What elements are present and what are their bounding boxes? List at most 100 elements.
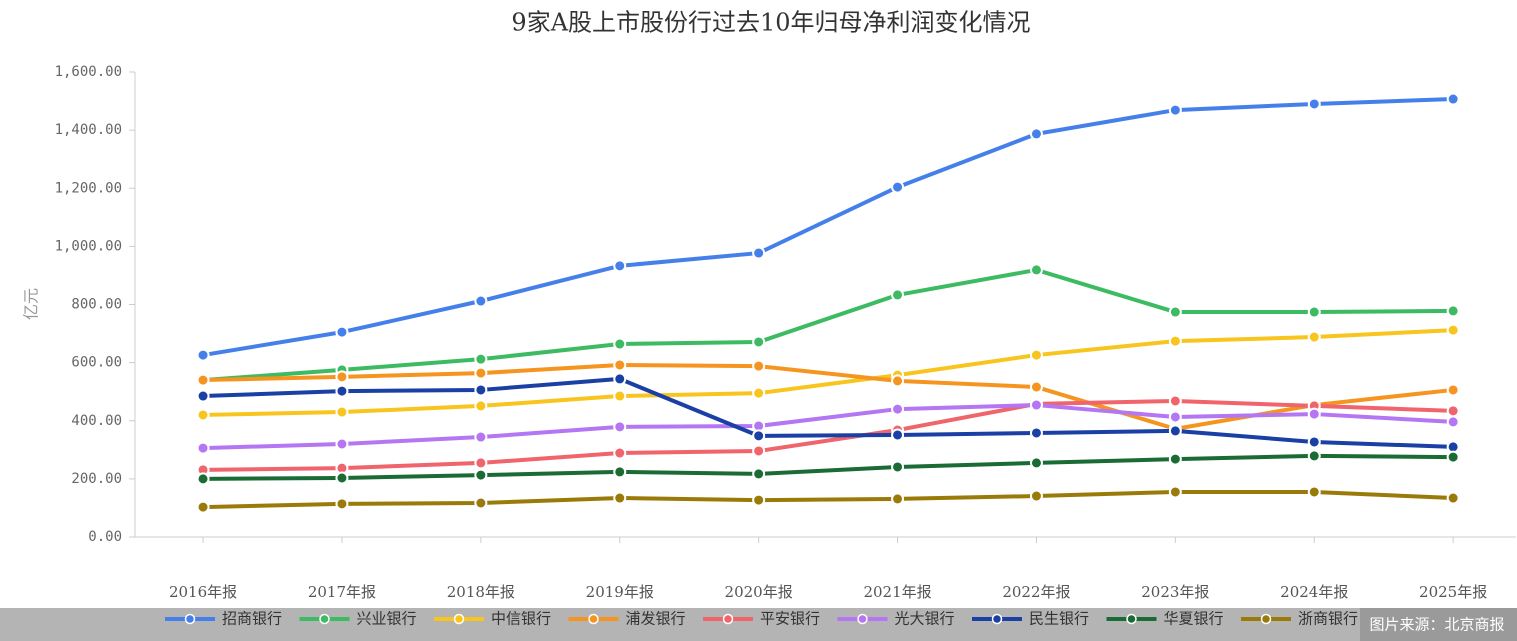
data-point — [1168, 394, 1182, 408]
data-point — [891, 374, 905, 388]
data-point — [335, 370, 349, 384]
data-point — [1446, 491, 1460, 505]
legend-bar — [0, 608, 1517, 641]
legend-dot — [991, 613, 1003, 625]
x-tick-label: 2016年报 — [169, 583, 237, 601]
data-point — [613, 372, 627, 386]
data-point — [1307, 449, 1321, 463]
data-point — [1168, 334, 1182, 348]
data-point — [474, 468, 488, 482]
x-tick-label: 2023年报 — [1141, 583, 1209, 601]
legend-dot — [1126, 613, 1137, 625]
data-point — [474, 399, 488, 413]
data-point — [613, 465, 627, 479]
data-point — [891, 402, 905, 416]
series-line — [202, 97, 1454, 358]
data-point — [196, 441, 210, 455]
y-tick-label: 400.00 — [71, 413, 122, 429]
legend-dot — [1260, 613, 1272, 625]
data-point — [1168, 410, 1182, 424]
data-point — [1168, 103, 1182, 117]
data-point — [752, 335, 766, 349]
series-line — [202, 376, 1454, 449]
data-point — [1168, 305, 1182, 319]
x-tick-label: 2025年报 — [1419, 583, 1487, 601]
data-point — [335, 437, 349, 451]
data-point — [335, 384, 349, 398]
data-point — [1446, 304, 1460, 318]
data-point — [196, 408, 210, 422]
data-point — [1029, 489, 1043, 503]
data-point — [613, 389, 627, 403]
data-point — [335, 325, 349, 339]
y-tick-label: 1,000.00 — [55, 238, 122, 254]
data-point — [891, 428, 905, 442]
x-tick-label: 2022年报 — [1002, 583, 1070, 601]
data-point — [1446, 415, 1460, 429]
data-point — [1029, 127, 1043, 141]
data-point — [335, 497, 349, 511]
legend-label: 光大银行 — [895, 610, 955, 628]
x-tick-label: 2019年报 — [586, 583, 654, 601]
data-point — [1029, 426, 1043, 440]
data-point — [613, 491, 627, 505]
data-point — [196, 500, 210, 514]
data-point — [1029, 398, 1043, 412]
data-point — [1029, 456, 1043, 470]
data-point — [474, 456, 488, 470]
data-point — [752, 429, 766, 443]
x-tick-label: 2024年报 — [1280, 583, 1348, 601]
data-point — [1446, 323, 1460, 337]
data-point — [474, 383, 488, 397]
data-point — [196, 389, 210, 403]
data-point — [1168, 424, 1182, 438]
legend-dot — [319, 613, 330, 625]
data-point — [1307, 407, 1321, 421]
data-point — [891, 180, 905, 194]
data-point — [752, 467, 766, 481]
data-point — [752, 493, 766, 507]
data-point — [1307, 97, 1321, 111]
legend-label: 平安银行 — [760, 610, 820, 628]
data-point — [1307, 305, 1321, 319]
y-tick-label: 1,400.00 — [55, 122, 122, 138]
data-point — [474, 430, 488, 444]
data-point — [752, 246, 766, 260]
legend-label: 招商银行 — [222, 610, 282, 628]
series-line — [203, 489, 1454, 510]
data-point — [474, 352, 488, 366]
series-line — [203, 398, 1454, 472]
series-line — [202, 403, 1454, 451]
data-point — [613, 446, 627, 460]
x-tick-label: 2017年报 — [308, 583, 376, 601]
data-point — [1446, 92, 1460, 106]
chart-title: 9家A股上市股份行过去10年归母净利润变化情况 — [511, 9, 1030, 37]
legend-label: 浙商银行 — [1298, 610, 1358, 628]
legend-label: 民生银行 — [1029, 610, 1089, 628]
legend-label: 浦发银行 — [626, 610, 686, 628]
source: 图片来源：北京商报 — [1369, 616, 1504, 634]
data-point — [196, 348, 210, 362]
legend-label: 华夏银行 — [1164, 610, 1224, 628]
data-point — [1168, 452, 1182, 466]
data-point — [891, 492, 905, 506]
legend-dot — [588, 613, 599, 625]
x-tick-label: 2020年报 — [725, 583, 793, 601]
data-point — [1446, 383, 1460, 397]
x-tick-label: 2018年报 — [447, 583, 515, 601]
data-point — [1446, 450, 1460, 464]
y-tick-label: 0.00 — [88, 529, 122, 545]
data-point — [613, 259, 627, 273]
data-point — [613, 420, 627, 434]
y-tick-label: 1,600.00 — [55, 64, 122, 80]
legend-dot — [857, 613, 868, 625]
legend-dot — [453, 613, 465, 625]
y-tick-label: 800.00 — [71, 297, 122, 313]
data-point — [335, 471, 349, 485]
data-point — [196, 472, 210, 486]
data-point — [1307, 330, 1321, 344]
series-line — [203, 328, 1454, 417]
x-tick-label: 2021年报 — [863, 583, 931, 601]
y-tick-label: 600.00 — [71, 355, 122, 371]
